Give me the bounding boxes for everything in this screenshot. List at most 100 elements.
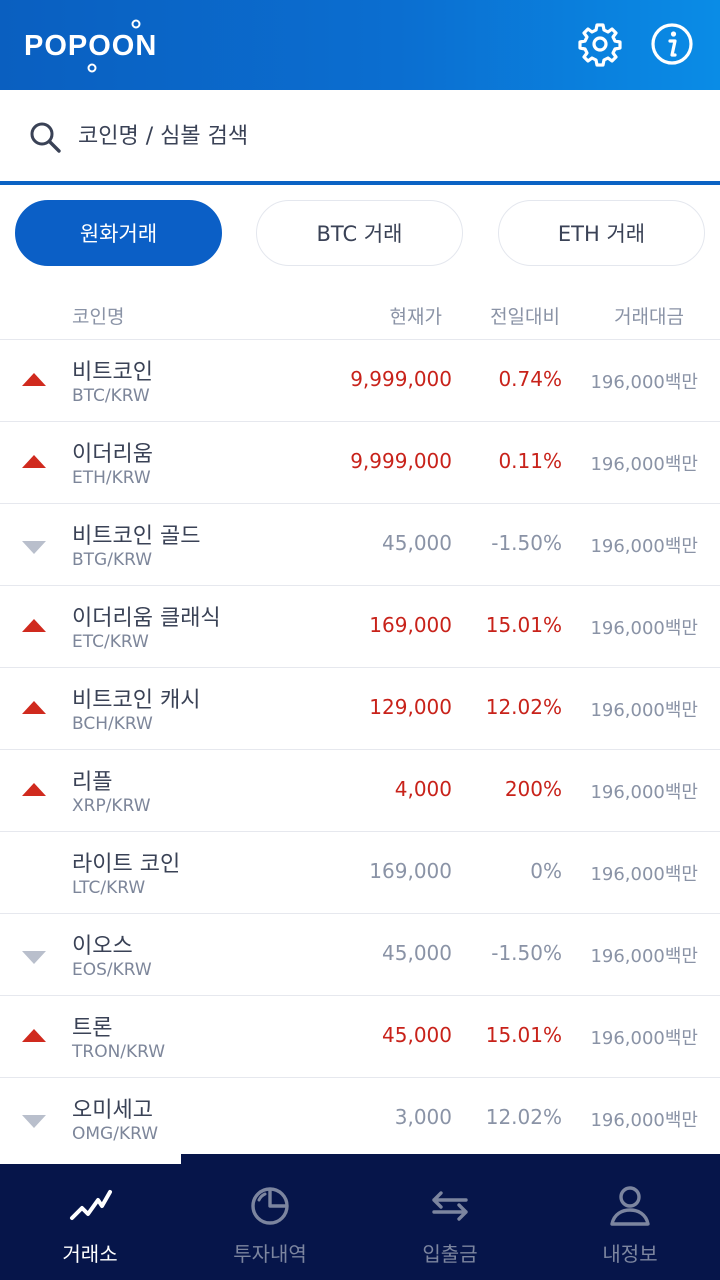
- coin-volume: 196,000백만: [590, 1110, 698, 1131]
- trend-up-icon: [22, 783, 46, 796]
- column-name-header[interactable]: 코인명: [72, 306, 125, 328]
- coin-list: 비트코인 BTC/KRW 9,999,000 0.74% 196,000백만 이…: [0, 340, 720, 1160]
- coin-row[interactable]: 이오스 EOS/KRW 45,000 -1.50% 196,000백만: [0, 914, 720, 996]
- trend-down-icon: [22, 951, 46, 964]
- coin-name: 비트코인 골드: [72, 524, 201, 549]
- nav-exchange[interactable]: 거래소: [0, 1164, 180, 1280]
- coin-price: 9,999,000: [350, 367, 452, 391]
- coin-change: 12.02%: [485, 1105, 562, 1129]
- user-icon: [610, 1186, 650, 1226]
- coin-name: 이더리움: [72, 442, 153, 467]
- nav-my-info[interactable]: 내정보: [540, 1164, 720, 1280]
- coin-price: 4,000: [394, 777, 452, 801]
- coin-price: 129,000: [369, 695, 452, 719]
- search-underline: [0, 181, 720, 185]
- nav-deposit-withdraw[interactable]: 입출금: [360, 1164, 540, 1280]
- coin-name: 이오스: [72, 934, 133, 959]
- coin-row[interactable]: 비트코인 BTC/KRW 9,999,000 0.74% 196,000백만: [0, 340, 720, 422]
- coin-row[interactable]: 리플 XRP/KRW 4,000 200% 196,000백만: [0, 750, 720, 832]
- coin-volume: 196,000백만: [590, 1028, 698, 1049]
- coin-change: -1.50%: [491, 941, 562, 965]
- coin-price: 169,000: [369, 859, 452, 883]
- coin-name: 라이트 코인: [72, 852, 181, 877]
- coin-symbol: BCH/KRW: [72, 714, 153, 734]
- coin-volume: 196,000백만: [590, 700, 698, 721]
- trend-up-icon: [22, 619, 46, 632]
- tab-btc-market[interactable]: BTC 거래: [256, 200, 463, 266]
- bottom-strip: [0, 1154, 181, 1164]
- nav-label: 내정보: [602, 1242, 658, 1266]
- bottom-nav: [0, 1154, 720, 1280]
- coin-name: 오미세고: [72, 1098, 153, 1123]
- coin-volume: 196,000백만: [590, 536, 698, 557]
- app-header: POPOON: [0, 0, 720, 90]
- coin-change: -1.50%: [491, 531, 562, 555]
- settings-button[interactable]: [576, 20, 624, 68]
- coin-volume: 196,000백만: [590, 372, 698, 393]
- coin-row[interactable]: 비트코인 골드 BTG/KRW 45,000 -1.50% 196,000백만: [0, 504, 720, 586]
- popoon-logo: POPOON: [24, 19, 157, 73]
- trend-down-icon: [22, 541, 46, 554]
- coin-volume: 196,000백만: [590, 782, 698, 803]
- coin-price: 45,000: [382, 1023, 452, 1047]
- coin-row[interactable]: 이더리움 클래식 ETC/KRW 169,000 15.01% 196,000백…: [0, 586, 720, 668]
- trend-down-icon: [22, 1115, 46, 1128]
- coin-row[interactable]: 이더리움 ETH/KRW 9,999,000 0.11% 196,000백만: [0, 422, 720, 504]
- search-icon: [30, 122, 61, 153]
- coin-change: 15.01%: [485, 1023, 562, 1047]
- coin-symbol: BTG/KRW: [72, 550, 153, 570]
- trend-up-icon: [22, 701, 46, 714]
- coin-price: 3,000: [394, 1105, 452, 1129]
- transfer-arrows-icon: [432, 1191, 468, 1221]
- column-headers: 코인명 현재가 전일대비 거래대금: [0, 290, 720, 340]
- coin-change: 0.74%: [498, 367, 562, 391]
- coin-symbol: BTC/KRW: [72, 386, 150, 406]
- column-volume-header[interactable]: 거래대금: [614, 306, 684, 328]
- column-price-header[interactable]: 현재가: [389, 306, 442, 328]
- svg-text:POPOON: POPOON: [24, 30, 157, 62]
- coin-row[interactable]: 오미세고 OMG/KRW 3,000 12.02% 196,000백만: [0, 1078, 720, 1160]
- coin-price: 9,999,000: [350, 449, 452, 473]
- coin-symbol: OMG/KRW: [72, 1124, 159, 1144]
- coin-symbol: LTC/KRW: [72, 878, 146, 898]
- coin-price: 169,000: [369, 613, 452, 637]
- coin-name: 비트코인 캐시: [72, 688, 201, 713]
- coin-name: 이더리움 클래식: [72, 606, 221, 631]
- coin-volume: 196,000백만: [590, 946, 698, 967]
- search-bar: [0, 90, 720, 182]
- coin-change: 200%: [504, 777, 562, 801]
- coin-row[interactable]: 트론 TRON/KRW 45,000 15.01% 196,000백만: [0, 996, 720, 1078]
- coin-name: 리플: [72, 770, 113, 795]
- nav-label: 거래소: [62, 1242, 118, 1266]
- coin-price: 45,000: [382, 531, 452, 555]
- coin-symbol: EOS/KRW: [72, 960, 152, 980]
- info-button[interactable]: [648, 20, 696, 68]
- nav-label: 입출금: [422, 1242, 478, 1266]
- coin-symbol: TRON/KRW: [72, 1042, 166, 1062]
- coin-symbol: XRP/KRW: [72, 796, 151, 816]
- coin-change: 0%: [530, 859, 562, 883]
- coin-row[interactable]: 비트코인 캐시 BCH/KRW 129,000 12.02% 196,000백만: [0, 668, 720, 750]
- coin-name: 비트코인: [72, 360, 153, 385]
- coin-row[interactable]: 라이트 코인 LTC/KRW 169,000 0% 196,000백만: [0, 832, 720, 914]
- trend-up-icon: [22, 373, 46, 386]
- tab-krw-market[interactable]: 원화거래: [15, 200, 222, 266]
- nav-investments[interactable]: 투자내역: [180, 1164, 360, 1280]
- trend-up-icon: [22, 1029, 46, 1042]
- search-input[interactable]: [78, 114, 678, 158]
- coin-change: 0.11%: [498, 449, 562, 473]
- gear-icon: [578, 23, 622, 67]
- pie-chart-icon: [251, 1187, 289, 1225]
- coin-volume: 196,000백만: [590, 864, 698, 885]
- tab-eth-market[interactable]: ETH 거래: [498, 200, 705, 266]
- market-tabs: 원화거래 BTC 거래 ETH 거래: [0, 200, 720, 266]
- coin-price: 45,000: [382, 941, 452, 965]
- coin-name: 트론: [72, 1016, 113, 1041]
- coin-change: 15.01%: [485, 613, 562, 637]
- info-icon: [651, 23, 693, 65]
- coin-volume: 196,000백만: [590, 618, 698, 639]
- coin-symbol: ETC/KRW: [72, 632, 149, 652]
- chart-line-icon: [70, 1190, 112, 1220]
- coin-volume: 196,000백만: [590, 454, 698, 475]
- column-change-header[interactable]: 전일대비: [490, 306, 560, 328]
